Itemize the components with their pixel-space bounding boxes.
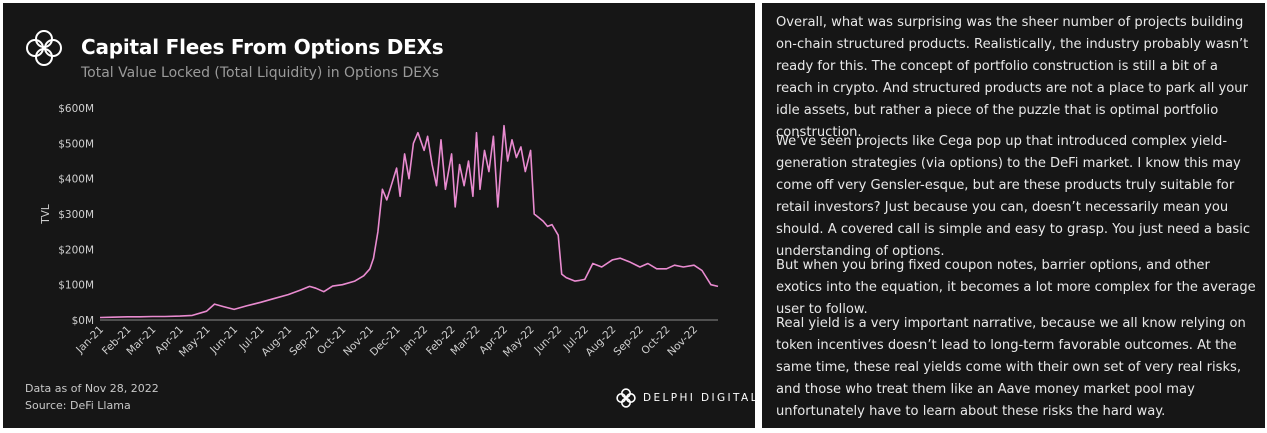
- x-tick-label: Jun-22: [531, 324, 564, 357]
- paragraph-2: We’ve seen projects like Cega pop up tha…: [776, 134, 1251, 259]
- text-panel: Overall, what was surprising was the she…: [762, 3, 1265, 428]
- y-tick-label: $300M: [58, 209, 94, 221]
- chart-panel: Capital Flees From Options DEXs Total Va…: [3, 3, 756, 428]
- y-axis-label: TVL: [40, 204, 52, 225]
- source-note: Source: DeFi Llama: [25, 399, 131, 412]
- brand: DELPHI DIGITAL: [615, 385, 759, 411]
- delphi-logo-icon: [26, 30, 62, 66]
- x-tick-label: Jun-21: [207, 324, 240, 357]
- y-tick-label: $400M: [58, 174, 94, 186]
- x-tick-label: Dec-21: [368, 324, 403, 359]
- paragraph-3: But when you bring fixed coupon notes, b…: [776, 258, 1256, 317]
- y-tick-label: $500M: [58, 138, 94, 150]
- chart-subtitle: Total Value Locked (Total Liquidity) in …: [81, 65, 440, 81]
- paragraph-4: Real yield is a very important narrative…: [776, 316, 1246, 419]
- y-tick-label: $0M: [72, 315, 94, 327]
- y-tick-label: $100M: [58, 280, 94, 292]
- x-tick-label: Sep-21: [287, 324, 322, 359]
- x-tick-label: Aug-22: [583, 324, 618, 359]
- x-tick-label: Sep-22: [611, 324, 646, 359]
- tvl-line-chart: $0M$100M$200M$300M$400M$500M$600MTVLJan-…: [40, 103, 719, 359]
- paragraph-1: Overall, what was surprising was the she…: [776, 15, 1249, 140]
- x-tick-label: Nov-22: [665, 324, 700, 359]
- delphi-brand-icon: [616, 388, 636, 408]
- y-tick-label: $200M: [58, 244, 94, 256]
- x-tick-label: Aug-21: [259, 324, 294, 359]
- y-tick-label: $600M: [58, 103, 94, 115]
- chart-title: Capital Flees From Options DEXs: [81, 35, 444, 59]
- tvl-series-line: [99, 124, 719, 319]
- brand-name: DELPHI DIGITAL: [643, 392, 759, 404]
- data-note: Data as of Nov 28, 2022: [25, 382, 159, 395]
